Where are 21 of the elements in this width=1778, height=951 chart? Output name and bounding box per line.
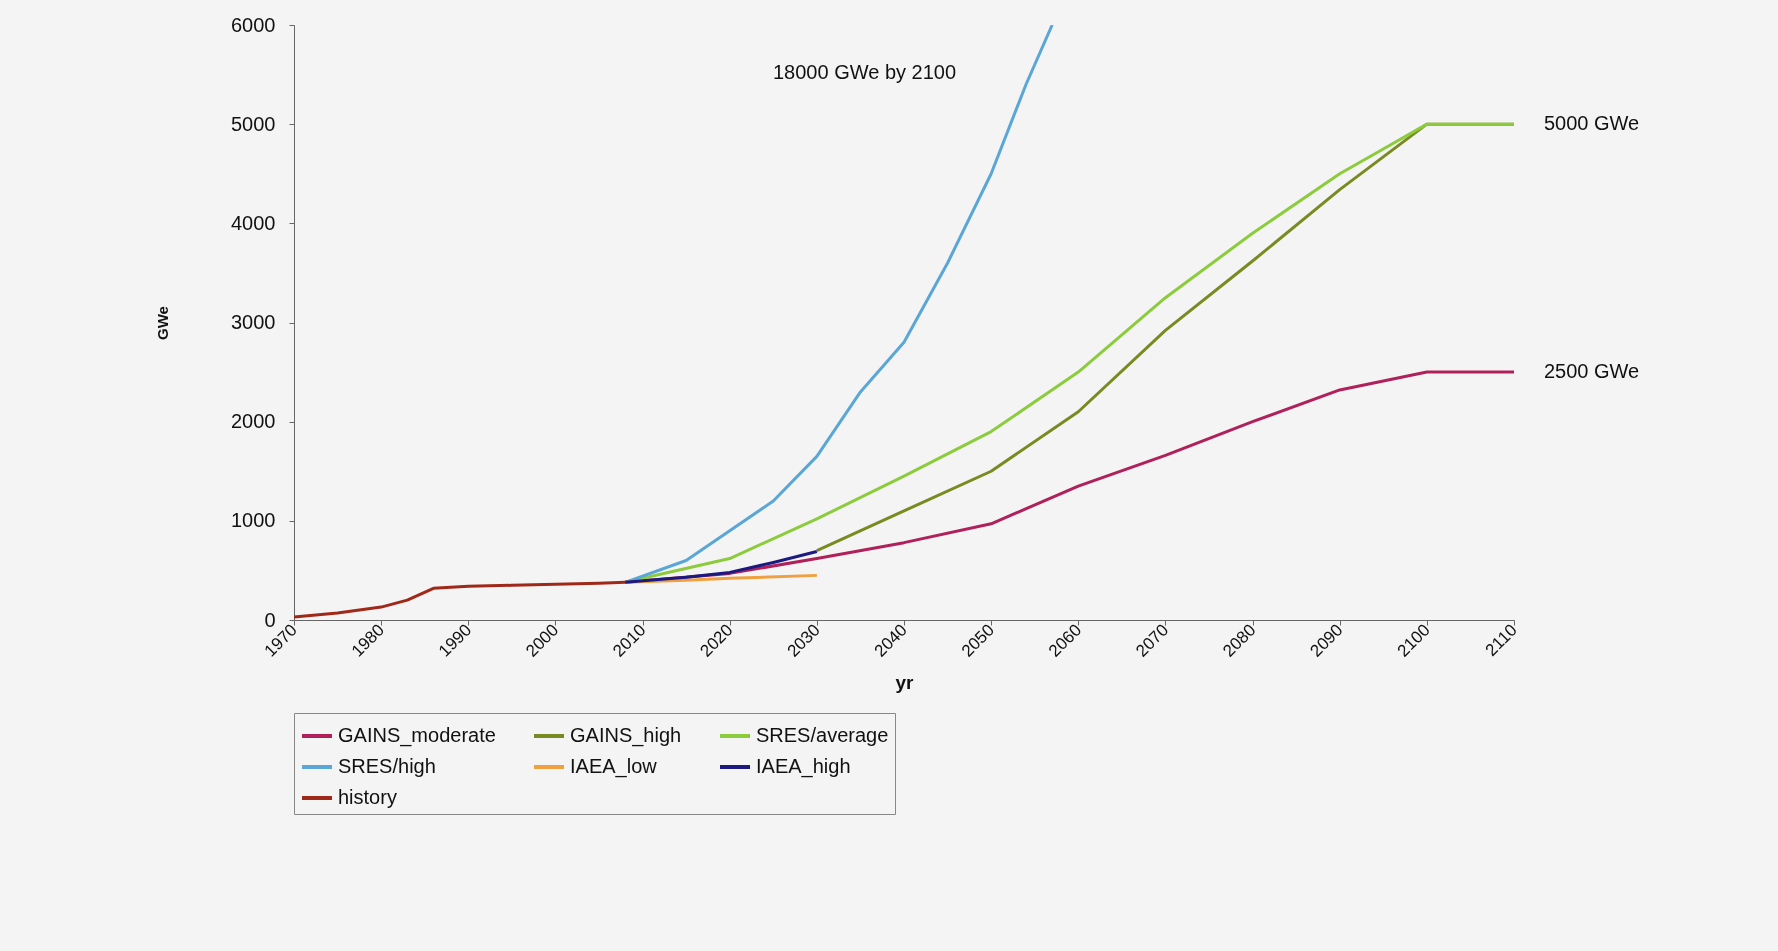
y-tick-label: 4000 — [231, 211, 276, 234]
annotation: 18000 GWe by 2100 — [773, 61, 957, 83]
y-tick-label: 1000 — [231, 509, 276, 532]
legend-label: IAEA_high — [756, 755, 851, 778]
line-series — [623, 550, 819, 584]
y-axis-title: GWe — [154, 306, 172, 340]
legend-label: SRES/average — [756, 724, 889, 746]
y-tick-label: 2000 — [231, 410, 276, 433]
y-tick-label: 3000 — [231, 311, 276, 333]
legend-label: IAEA_low — [570, 755, 658, 778]
annotation: 5000 GWe — [1544, 112, 1640, 135]
line-series — [294, 580, 627, 619]
legend-label: SRES/high — [338, 755, 436, 777]
legend-label: GAINS_moderate — [338, 724, 496, 747]
line-series — [623, 25, 1054, 584]
annotation: 2500 GWe — [1544, 360, 1640, 383]
y-tick-label: 5000 — [231, 112, 276, 135]
legend-label: history — [338, 786, 397, 808]
y-tick-label: 6000 — [231, 13, 276, 36]
legend-label: GAINS_high — [570, 724, 682, 747]
x-axis-title: yr — [895, 671, 915, 693]
